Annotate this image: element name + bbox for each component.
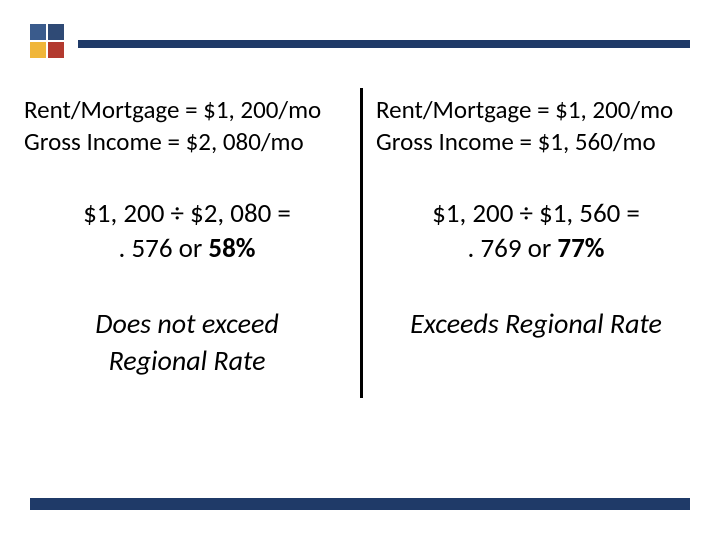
left-calc-line1: $1, 200 ÷ $2, 080 =: [24, 196, 350, 231]
logo-square-tl: [30, 24, 46, 40]
right-income: Gross Income = $1, 560/mo: [376, 126, 696, 158]
right-facts: Rent/Mortgage = $1, 200/mo Gross Income …: [376, 94, 696, 158]
left-result: Does not exceed Regional Rate: [24, 306, 350, 379]
right-calculation: $1, 200 ÷ $1, 560 = . 769 or 77%: [376, 196, 696, 266]
logo-square-tr: [48, 24, 64, 40]
header: [0, 20, 720, 60]
left-calculation: $1, 200 ÷ $2, 080 = . 576 or 58%: [24, 196, 350, 266]
right-result: Exceeds Regional Rate: [376, 306, 696, 342]
logo-square-bl: [30, 42, 46, 58]
left-calc-percent: 58%: [208, 232, 255, 265]
left-column: Rent/Mortgage = $1, 200/mo Gross Income …: [24, 94, 360, 379]
logo-icon: [30, 24, 66, 60]
footer-rule: [30, 498, 690, 510]
right-calc-line1: $1, 200 ÷ $1, 560 =: [376, 196, 696, 231]
left-calc-decimal: . 576 or: [119, 232, 209, 265]
left-facts: Rent/Mortgage = $1, 200/mo Gross Income …: [24, 94, 350, 158]
right-calc-decimal: . 769 or: [468, 232, 558, 265]
right-rent: Rent/Mortgage = $1, 200/mo: [376, 94, 696, 126]
right-column: Rent/Mortgage = $1, 200/mo Gross Income …: [360, 94, 696, 379]
logo-square-br: [48, 42, 64, 58]
right-calc-percent: 77%: [557, 232, 604, 265]
left-rent: Rent/Mortgage = $1, 200/mo: [24, 94, 350, 126]
left-result-line1: Does not exceed: [24, 306, 350, 342]
content: Rent/Mortgage = $1, 200/mo Gross Income …: [24, 94, 696, 379]
left-result-line2: Regional Rate: [24, 343, 350, 379]
header-rule: [78, 40, 690, 48]
left-income: Gross Income = $2, 080/mo: [24, 126, 350, 158]
left-calc-line2: . 576 or 58%: [24, 231, 350, 266]
right-calc-line2: . 769 or 77%: [376, 231, 696, 266]
